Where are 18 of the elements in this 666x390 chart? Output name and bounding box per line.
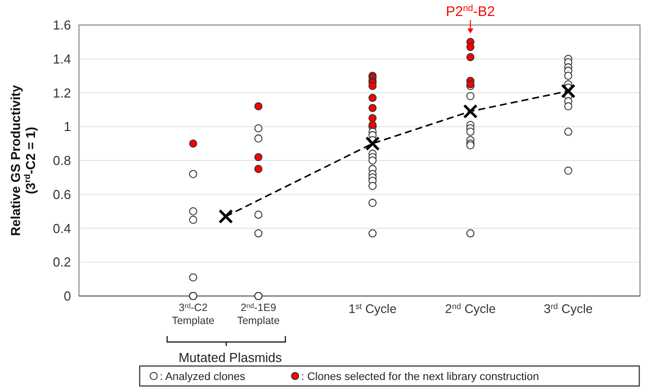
y-tick-label: 1.2 — [52, 85, 71, 100]
y-tick-label: 1.4 — [52, 51, 71, 66]
y-tick-label: 1 — [64, 119, 71, 134]
x-tick-label: 1$^{st}$ Cycle — [348, 302, 397, 316]
y-tick-label: 0.8 — [52, 153, 71, 168]
y-tick-label: 1.6 — [52, 18, 71, 33]
legend-label: : Clones selected for the next library construction — [301, 371, 539, 383]
x-tick-label: 2$^{nd}$-1E9 Template — [237, 302, 280, 327]
annotation: P2$^{nd}$-B2 — [446, 3, 496, 19]
legend-label: : Analyzed clones — [160, 371, 246, 383]
x-tick-label: 3$^{rd}$ Cycle — [544, 302, 593, 316]
y-tick-label: 0.6 — [52, 186, 71, 202]
y-tick-label: 0 — [64, 288, 71, 304]
x-tick-label: 2$^{nd}$ Cycle — [445, 302, 496, 316]
x-tick-label: 3$^{rd}$-C2 Template — [172, 302, 215, 327]
y-tick-label: 0.2 — [52, 254, 71, 270]
y-tick-label: 0.4 — [52, 220, 71, 236]
text: Mutated Plasmids — [178, 350, 282, 365]
